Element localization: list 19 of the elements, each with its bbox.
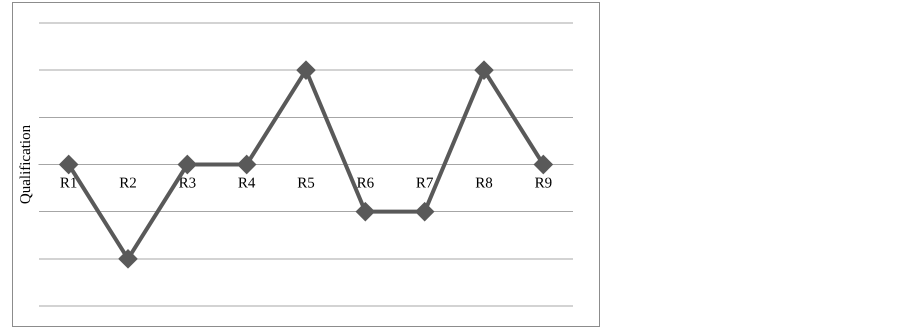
point <box>60 156 78 174</box>
point <box>119 250 137 268</box>
x-tick-label: R1 <box>60 175 78 192</box>
x-tick-label: R4 <box>238 175 256 192</box>
point <box>297 61 315 80</box>
point <box>475 61 493 80</box>
x-tick-label: R3 <box>178 175 196 192</box>
x-tick-label: R9 <box>534 175 552 192</box>
y-axis-title: Qualification <box>18 124 34 204</box>
point <box>356 202 374 221</box>
point <box>534 156 552 174</box>
x-tick-label: R5 <box>297 175 315 192</box>
point <box>416 202 434 221</box>
x-tick-label: R2 <box>119 175 137 192</box>
x-tick-label: R8 <box>475 175 493 192</box>
point <box>238 156 256 174</box>
point <box>178 156 196 174</box>
x-tick-label: R6 <box>356 175 375 192</box>
x-tick-label: R7 <box>416 175 434 192</box>
